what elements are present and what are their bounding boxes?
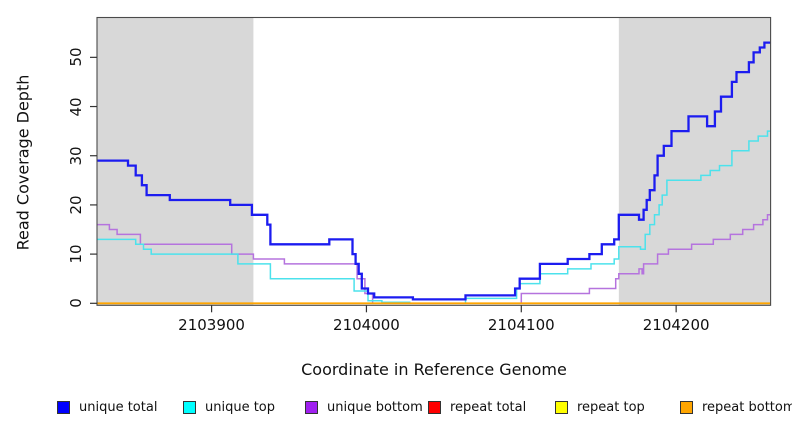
right-gray-band [618, 17, 771, 306]
legend-label: repeat bottom [702, 399, 792, 415]
y-tick-label: 20 [67, 195, 85, 215]
legend-item-repeat-total: repeat total [428, 399, 526, 415]
legend-swatch-icon [305, 400, 318, 414]
x-tick-label: 2104000 [333, 316, 400, 334]
legend-label: unique top [205, 399, 276, 415]
x-axis-title: Coordinate in Reference Genome [301, 360, 567, 379]
y-tick-label: 0 [67, 298, 85, 309]
series-line-unique-total [97, 41, 771, 301]
legend-swatch-icon [680, 400, 693, 414]
legend-item-unique-bottom: unique bottom [305, 399, 423, 415]
legend-item-unique-top: unique top [183, 399, 275, 415]
x-tick-label: 2104100 [487, 316, 555, 334]
legend-label: repeat total [450, 399, 527, 415]
legend-swatch-icon [57, 400, 70, 414]
y-tick-label: 40 [67, 96, 85, 117]
legend-swatch-icon [428, 400, 441, 414]
legend-label: unique total [79, 399, 158, 415]
x-tick-label: 2103900 [178, 316, 245, 334]
y-axis-title: Read Coverage Depth [13, 74, 33, 251]
y-tick-label: 10 [67, 244, 85, 264]
x-tick-label: 2104200 [642, 316, 710, 334]
y-tick-label: 50 [67, 47, 85, 67]
legend-item-unique-total: unique total [57, 399, 157, 415]
legend-swatch-icon [183, 400, 196, 414]
y-tick-label: 30 [67, 146, 85, 166]
legend-item-repeat-bottom: repeat bottom [680, 399, 792, 415]
legend-item-repeat-top: repeat top [555, 399, 645, 415]
plot-border [96, 16, 772, 306]
legend-label: unique bottom [327, 399, 423, 415]
series-line-unique-bottom [97, 214, 771, 305]
legend-label: repeat top [577, 399, 645, 415]
legend-swatch-icon [555, 400, 568, 414]
series-line-unique-top [97, 130, 771, 305]
